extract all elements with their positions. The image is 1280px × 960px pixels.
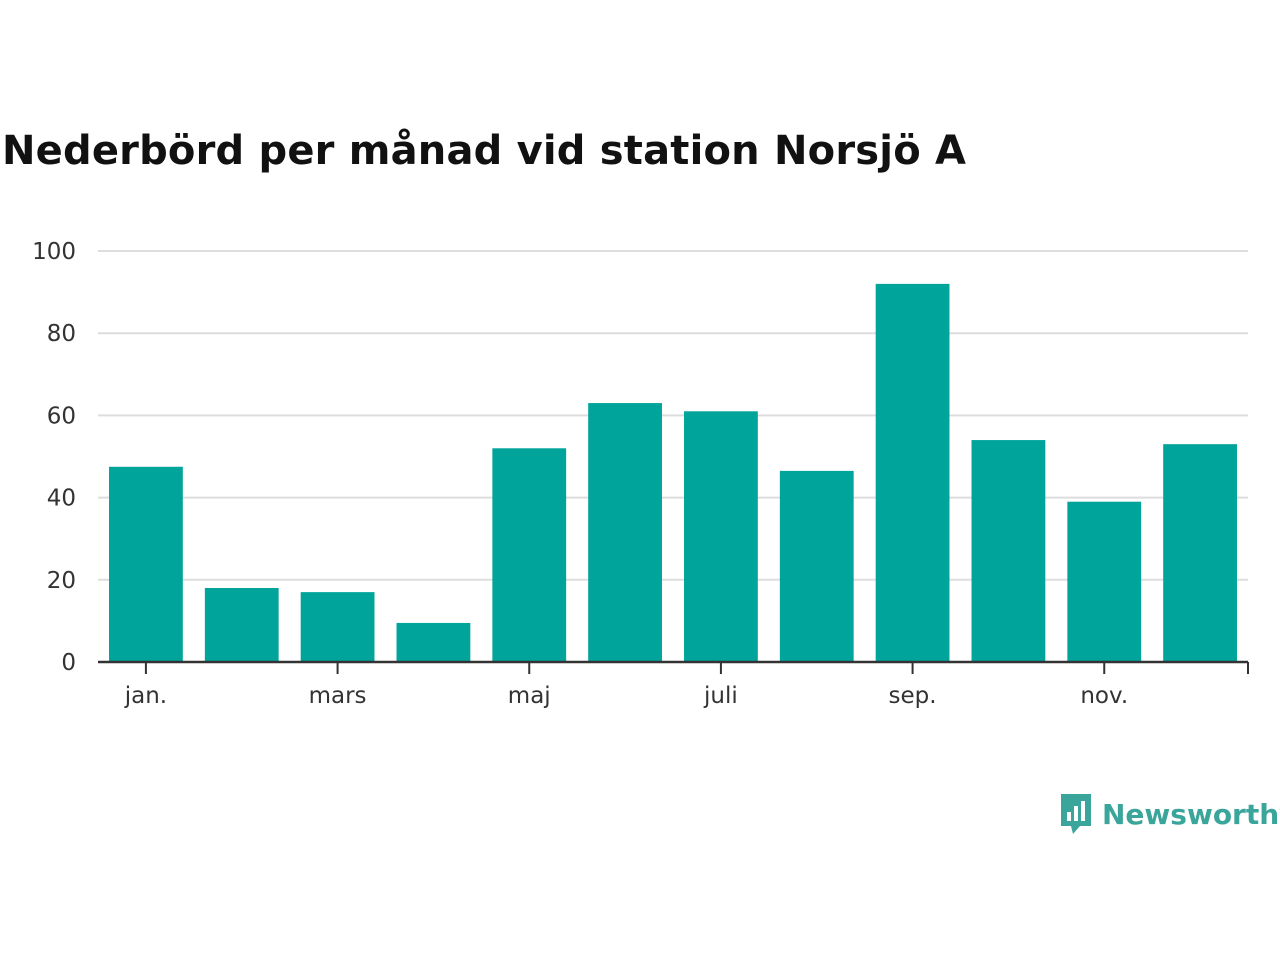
- bar-aug: [779, 470, 854, 662]
- grid-lines: [98, 250, 1248, 581]
- bar-sep: [875, 283, 950, 662]
- bar-feb: [204, 588, 279, 662]
- bar-dec: [1163, 444, 1237, 662]
- y-tick-label: 60: [47, 403, 76, 429]
- y-tick-label: 100: [32, 239, 76, 265]
- bar-apr: [396, 622, 471, 662]
- bar-juni: [588, 403, 662, 662]
- chart-title: Nederbörd per månad vid station Norsjö A: [2, 128, 967, 174]
- bar-juli: [684, 411, 758, 662]
- bar-mars: [300, 592, 375, 662]
- x-tick-label: juli: [703, 683, 738, 709]
- y-tick-label: 20: [47, 568, 76, 594]
- newsworthy-logo-text: Newsworthy: [1102, 797, 1280, 831]
- newsworthy-logo: Newsworthy: [1058, 792, 1280, 836]
- bar-jan: [109, 466, 183, 662]
- bars: [109, 283, 1237, 662]
- bar-okt: [971, 440, 1046, 662]
- x-tick-label: nov.: [1080, 683, 1128, 709]
- bar-maj: [492, 448, 567, 662]
- x-tick-label: sep.: [889, 683, 937, 709]
- y-axis-ticks: 0 20 40 60 80 100: [32, 239, 76, 676]
- x-tick-label: mars: [309, 683, 367, 709]
- y-tick-label: 80: [47, 321, 76, 347]
- x-tick-label: maj: [508, 683, 551, 709]
- bar-nov: [1067, 501, 1142, 662]
- x-tick-label: jan.: [124, 683, 167, 709]
- x-axis: [98, 660, 1249, 674]
- y-tick-label: 40: [47, 486, 76, 512]
- newsworthy-logo-icon: [1061, 794, 1091, 834]
- x-axis-ticks: jan. mars maj juli sep. nov.: [124, 662, 1128, 709]
- y-tick-label: 0: [61, 650, 76, 676]
